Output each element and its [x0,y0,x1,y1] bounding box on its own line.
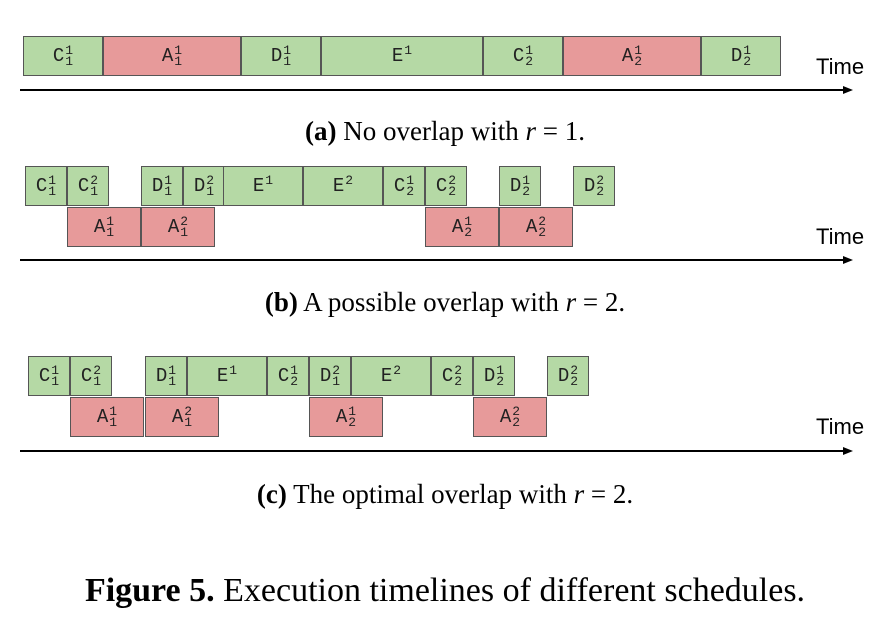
axis-arrow-icon [843,447,853,455]
axis-arrow-icon [843,256,853,264]
time-axis-label: Time [816,54,865,79]
caption-c: (c) The optimal overlap with r = 2. [256,479,634,509]
time-axis-label: Time [816,224,865,249]
time-axis-label: Time [816,414,865,439]
time-axis [20,450,845,452]
time-axis [20,259,845,261]
caption-b: (b) A possible overlap with r = 2. [264,287,626,317]
time-axis [20,89,845,91]
axis-arrow-icon [843,86,853,94]
caption-a: (a) No overlap with r = 1. [305,116,585,146]
figure-caption: Figure 5. Execution timelines of differe… [84,572,806,609]
